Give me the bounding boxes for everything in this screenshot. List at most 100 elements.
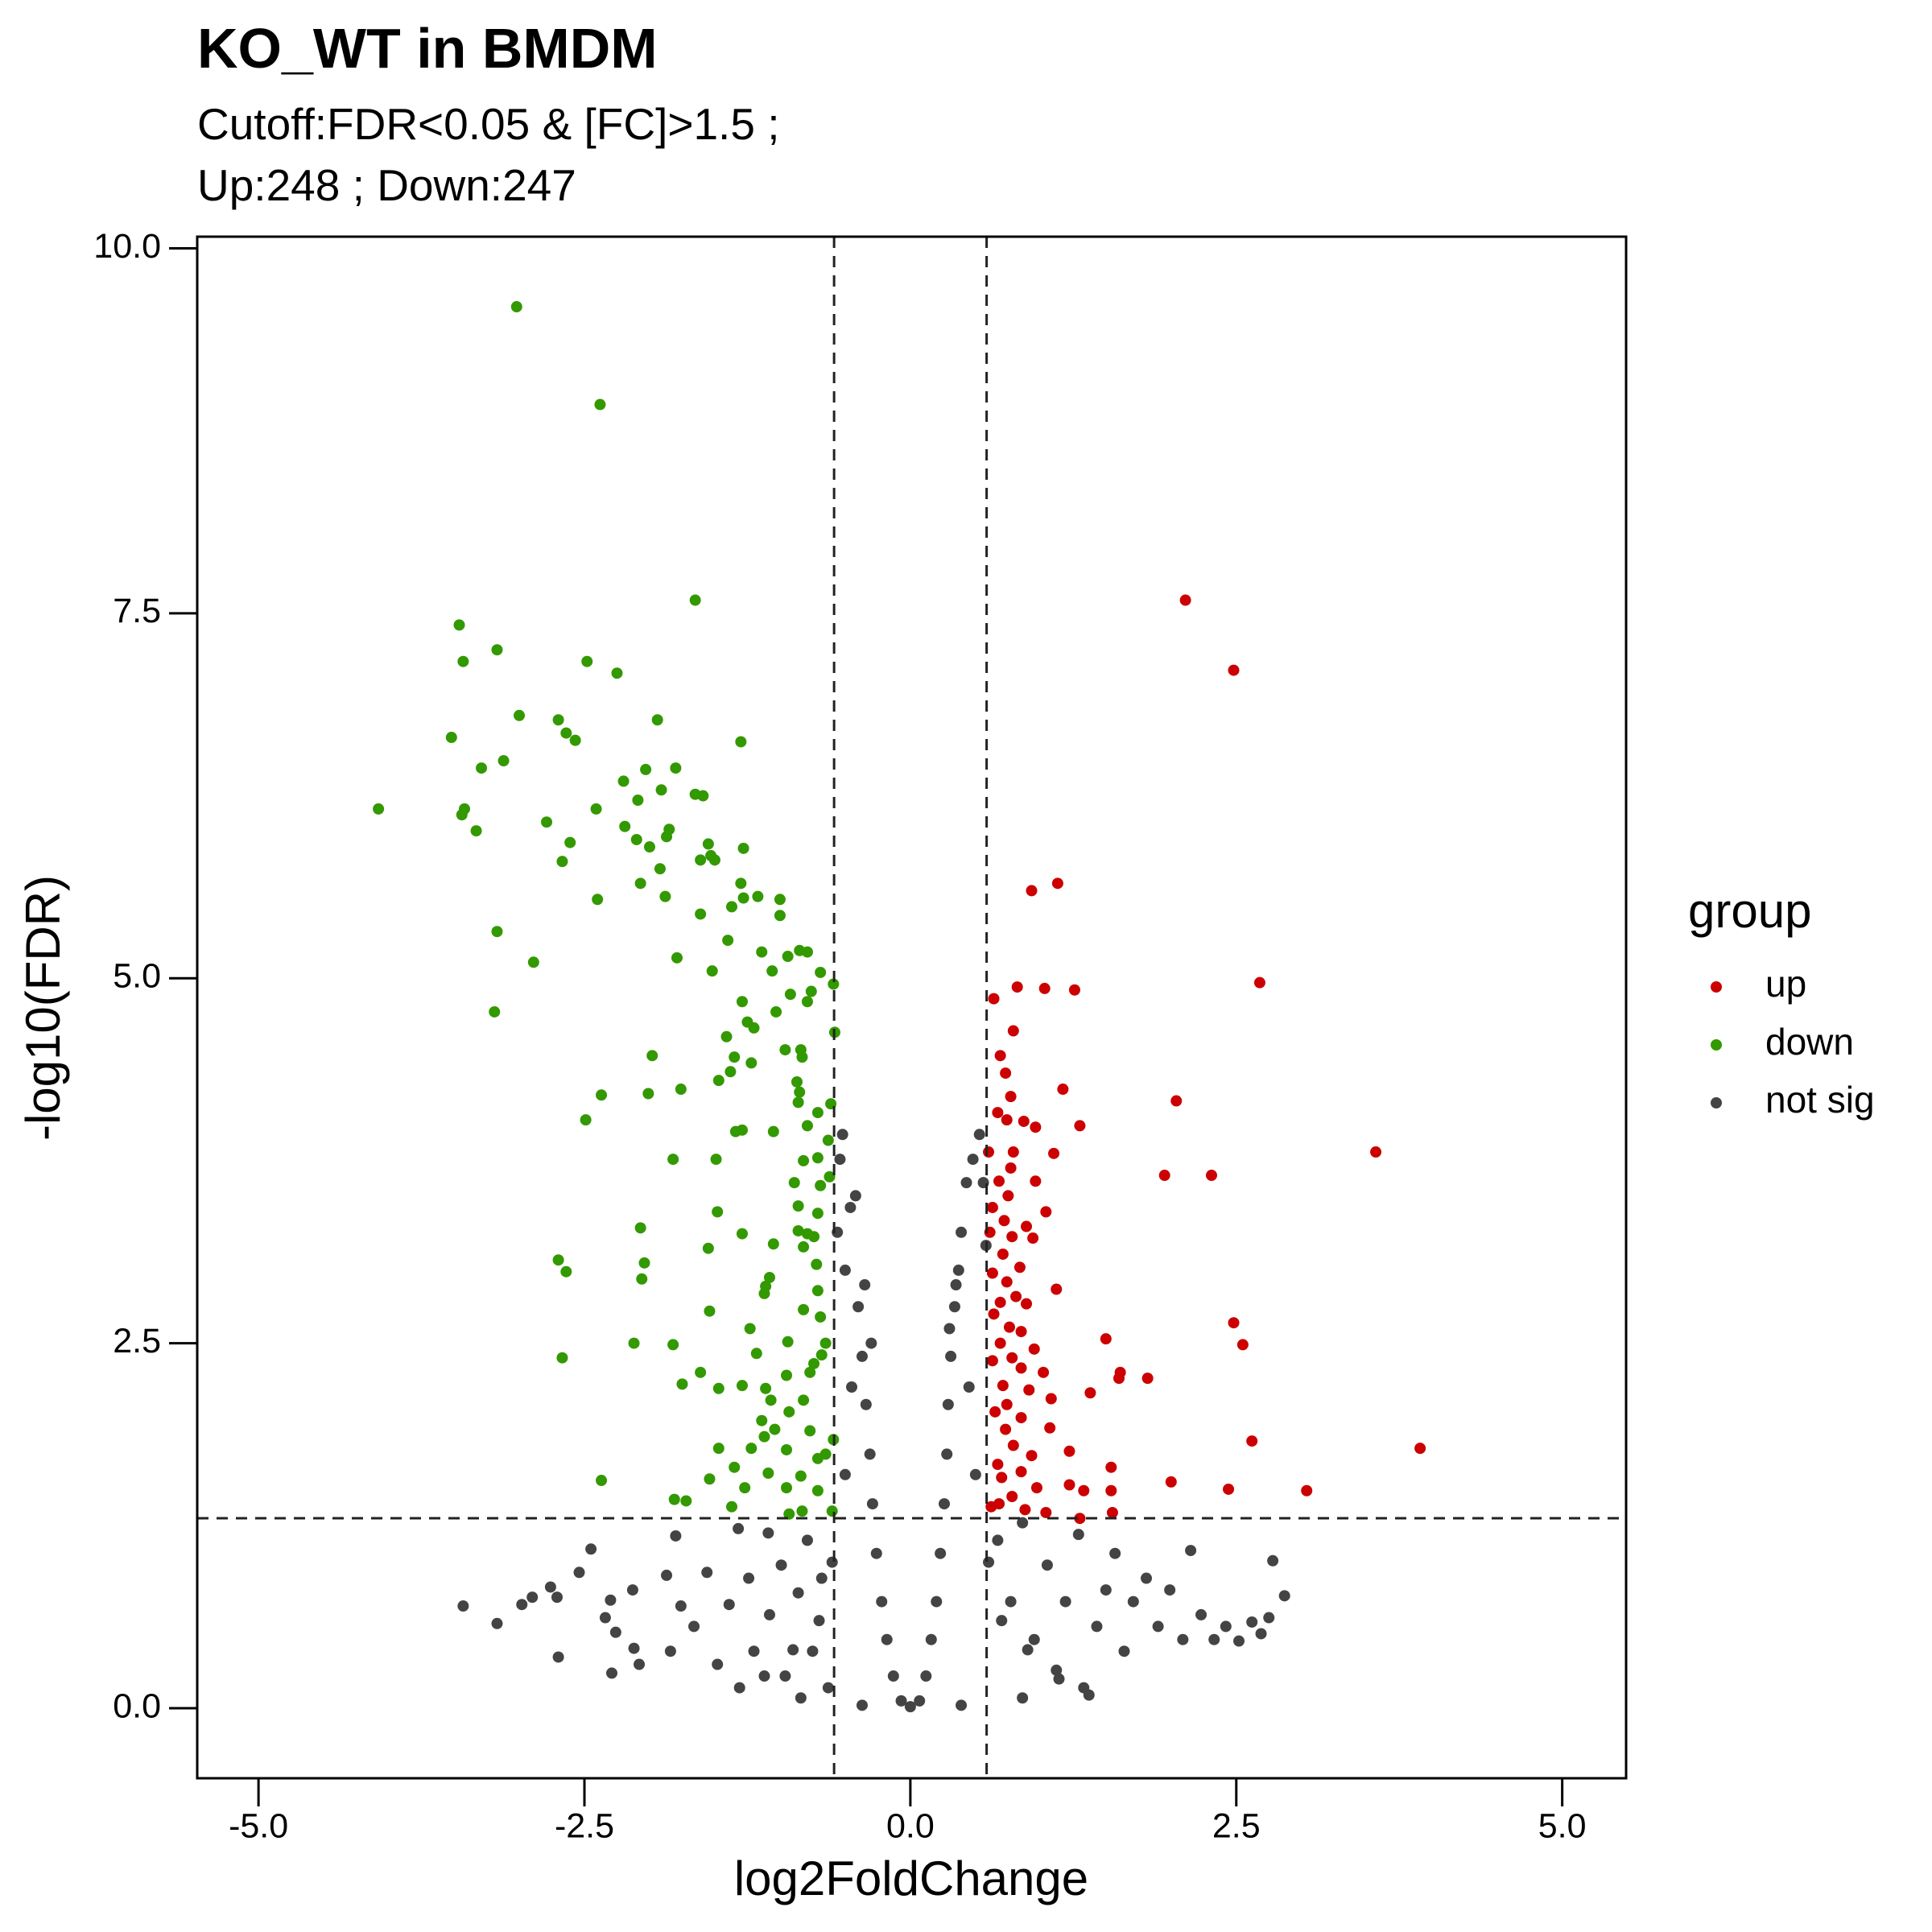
point [594, 398, 606, 411]
point [795, 1470, 807, 1482]
point [1253, 976, 1265, 989]
point [942, 1398, 954, 1410]
point [634, 877, 646, 890]
point [781, 1482, 793, 1494]
point [1021, 1298, 1033, 1310]
point [689, 594, 701, 606]
point [726, 901, 738, 913]
point [1040, 1506, 1052, 1518]
point [489, 1005, 501, 1018]
point [781, 1443, 793, 1455]
point [798, 1303, 810, 1315]
point [983, 1146, 995, 1158]
point [1038, 982, 1051, 994]
y-tick-label: 2.5 [113, 1322, 161, 1360]
point [668, 1493, 680, 1505]
point [948, 1301, 960, 1313]
point [767, 1125, 779, 1137]
point [1301, 1484, 1313, 1496]
point [756, 1414, 768, 1426]
point [1170, 1095, 1183, 1107]
point [445, 732, 457, 744]
point [1013, 1261, 1026, 1274]
point [986, 1201, 998, 1213]
point [815, 1311, 827, 1323]
point [769, 1423, 781, 1435]
point [985, 1501, 997, 1513]
point [735, 736, 747, 748]
point [1179, 594, 1191, 606]
point [1109, 1547, 1121, 1559]
point [1208, 1633, 1220, 1645]
point [744, 1323, 756, 1335]
point [541, 816, 553, 828]
point [659, 890, 671, 902]
point [695, 908, 707, 920]
point [733, 1522, 745, 1534]
point [704, 1305, 716, 1317]
point [1048, 1147, 1060, 1159]
point [733, 1682, 745, 1694]
point [758, 1670, 770, 1682]
point [866, 1498, 878, 1510]
point [592, 894, 604, 906]
point [1011, 981, 1023, 993]
point [651, 714, 663, 726]
point [815, 1572, 828, 1584]
point [667, 1154, 679, 1166]
point [1063, 1445, 1075, 1457]
point [630, 833, 642, 845]
point [1006, 1352, 1018, 1364]
point [646, 1050, 658, 1062]
point [943, 1323, 956, 1335]
point [1185, 1545, 1197, 1557]
point [735, 877, 747, 890]
point [1141, 1572, 1153, 1584]
point [634, 1658, 646, 1670]
point [811, 1107, 824, 1119]
point [752, 890, 764, 902]
point [1100, 1333, 1112, 1345]
point [661, 1569, 673, 1581]
point [783, 1406, 795, 1418]
x-tick-label: -2.5 [555, 1806, 614, 1845]
point [1007, 1025, 1019, 1037]
point [956, 1226, 968, 1238]
point [986, 1267, 998, 1279]
point [798, 1241, 810, 1253]
point [1074, 1120, 1086, 1132]
point [661, 831, 673, 843]
point [1006, 1231, 1018, 1243]
point [844, 1201, 857, 1213]
point [1059, 1596, 1071, 1608]
point [1006, 1491, 1018, 1503]
point [1051, 1664, 1063, 1676]
point [1106, 1506, 1118, 1518]
x-tick-label: 2.5 [1212, 1806, 1261, 1845]
point [952, 1264, 964, 1276]
point [1018, 1115, 1030, 1127]
point [822, 1134, 834, 1146]
point [852, 1301, 865, 1313]
point [736, 996, 748, 1008]
point [935, 1547, 947, 1559]
point [795, 1692, 807, 1704]
point [1001, 1276, 1013, 1288]
point [792, 1587, 804, 1599]
point [762, 1467, 774, 1479]
point [1228, 1317, 1240, 1329]
point [551, 1591, 563, 1604]
point [876, 1596, 888, 1608]
point [1152, 1620, 1164, 1633]
point [748, 1022, 760, 1034]
point [826, 1505, 838, 1517]
point [491, 926, 503, 938]
point [1072, 1529, 1084, 1541]
point [1063, 1479, 1075, 1491]
point [775, 1559, 787, 1571]
point [636, 1273, 648, 1285]
point [766, 965, 778, 977]
point [655, 784, 667, 796]
point [1051, 1283, 1063, 1295]
point [704, 1473, 716, 1485]
